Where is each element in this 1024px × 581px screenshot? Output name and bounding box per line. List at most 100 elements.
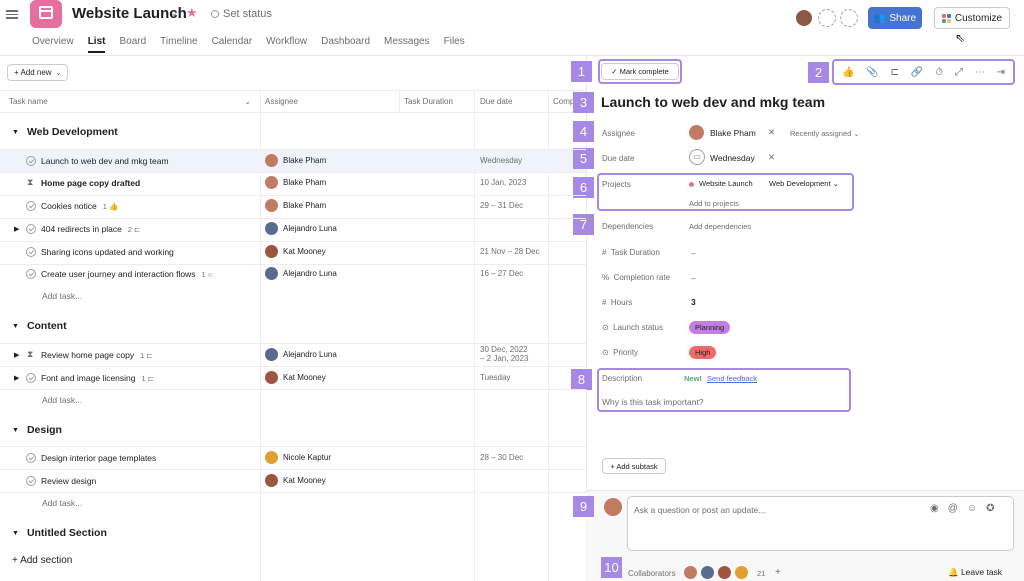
table-row[interactable]: Design interior page templates Nicole Kap…	[0, 446, 586, 469]
task-name[interactable]: Cookies notice 1 👍	[41, 200, 119, 211]
task-name[interactable]: Design interior page templates	[41, 452, 157, 463]
tab-dashboard[interactable]: Dashboard	[321, 36, 371, 47]
star-icon[interactable]: ✪	[986, 503, 995, 514]
recently-assigned-dropdown[interactable]: Recently assigned ⌄	[790, 129, 860, 138]
add-collaborator-icon[interactable]: +	[775, 567, 781, 578]
project-name[interactable]: Website Launch	[699, 179, 753, 188]
table-row[interactable]: ⧗ Home page copy drafted Blake Pham 10 Jan,…	[0, 171, 586, 194]
task-name[interactable]: Review home page copy 1 ⊏	[41, 349, 153, 360]
avatar[interactable]	[735, 566, 748, 579]
collapse-triangle-icon[interactable]: ▼	[12, 529, 19, 537]
link-icon[interactable]: 🔗	[910, 66, 924, 78]
description-input[interactable]: Why is this task important?	[602, 397, 704, 407]
task-name[interactable]: Font and image licensing 1 ⊏	[41, 372, 155, 383]
tab-workflow[interactable]: Workflow	[266, 36, 308, 47]
due-date-cell[interactable]: 10 Jan, 2023	[480, 178, 527, 187]
task-title[interactable]: Launch to web dev and mkg team	[601, 94, 826, 110]
tab-calendar[interactable]: Calendar	[211, 36, 253, 47]
hamburger-menu-icon[interactable]	[6, 8, 18, 20]
chevron-down-icon[interactable]: ⌄	[170, 8, 179, 19]
assignee-cell[interactable]: Nicole Kaptur	[265, 451, 331, 464]
task-name[interactable]: Sharing icons updated and working	[41, 246, 174, 257]
due-date-value[interactable]: Wednesday	[710, 153, 755, 163]
assignee-cell[interactable]: Alejandro Luna	[265, 348, 337, 361]
add-member-icon[interactable]	[818, 9, 836, 27]
hourglass-icon[interactable]: ⧗	[27, 349, 34, 359]
task-name[interactable]: 404 redirects in place 2 ⊏	[41, 223, 141, 234]
avatar[interactable]	[701, 566, 714, 579]
add-section-button[interactable]: + Add section	[12, 555, 73, 566]
due-date-cell[interactable]: 21 Nov – 28 Dec	[480, 247, 540, 256]
complete-check-icon[interactable]	[26, 452, 36, 463]
project-title[interactable]: Website Launch	[72, 5, 187, 22]
send-feedback-link[interactable]: Send feedback	[707, 374, 758, 383]
hourglass-icon[interactable]: ⧗	[27, 177, 34, 187]
section-header[interactable]: ▼ Untitled Section	[12, 527, 107, 539]
collapse-triangle-icon[interactable]: ▼	[12, 322, 19, 330]
add-subtask-button[interactable]: + Add subtask	[602, 458, 666, 474]
set-status-button[interactable]: Set status	[211, 8, 272, 20]
comment-input[interactable]	[627, 496, 1014, 551]
add-task-link[interactable]: Add task...	[42, 395, 83, 405]
assignee-cell[interactable]: Alejandro Luna	[265, 222, 337, 235]
remove-assignee-icon[interactable]: ✕	[768, 127, 776, 137]
section-header[interactable]: ▼ Web Development	[12, 126, 118, 138]
table-row[interactable]: Launch to web dev and mkg team Blake Pham…	[0, 149, 586, 172]
expand-triangle-icon[interactable]: ▶	[14, 351, 20, 359]
add-member-icon[interactable]	[840, 9, 858, 27]
complete-check-icon[interactable]	[26, 155, 36, 166]
avatar[interactable]	[718, 566, 731, 579]
hours-value[interactable]: 3	[691, 297, 696, 307]
table-row[interactable]: ▶ 404 redirects in place 2 ⊏ Alejandro Luna	[0, 217, 586, 240]
record-icon[interactable]: ◉	[930, 503, 939, 514]
assignee-cell[interactable]: Kat Mooney	[265, 371, 326, 384]
close-panel-icon[interactable]: ⇥	[996, 66, 1006, 78]
avatar[interactable]	[795, 9, 813, 27]
column-header-assignee[interactable]: Assignee	[265, 96, 298, 106]
complete-check-icon[interactable]	[26, 475, 36, 486]
mark-complete-button[interactable]: ✓ Mark complete	[601, 63, 679, 80]
launch-status-pill[interactable]: Planning	[689, 321, 731, 334]
leave-task-button[interactable]: 🔔 Leave task	[948, 567, 1003, 577]
star-icon[interactable]: ★	[186, 5, 198, 20]
table-row[interactable]: Sharing icons updated and working Kat Moo…	[0, 240, 586, 263]
assignee-cell[interactable]: Blake Pham	[265, 199, 326, 212]
more-icon[interactable]: ⋯	[974, 66, 985, 78]
expand-icon[interactable]: ⤢	[954, 66, 963, 78]
tab-files[interactable]: Files	[443, 36, 465, 47]
table-row[interactable]: Create user journey and interaction flow…	[0, 262, 586, 285]
table-row[interactable]: Cookies notice 1 👍 Blake Pham 29 – 31 Dec	[0, 194, 586, 217]
priority-pill[interactable]: High	[689, 346, 717, 359]
clear-due-date-icon[interactable]: ✕	[768, 152, 776, 162]
section-header[interactable]: ▼ Design	[12, 424, 62, 436]
assignee-cell[interactable]: Blake Pham	[265, 176, 326, 189]
complete-check-icon[interactable]	[26, 223, 36, 234]
collapse-triangle-icon[interactable]: ▼	[12, 426, 19, 434]
table-row[interactable]: ▶ ⧗ Review home page copy 1 ⊏ Alejandro Luna…	[0, 343, 586, 366]
assignee-value[interactable]: Blake Pham	[710, 128, 756, 138]
due-date-cell[interactable]: 29 – 31 Dec	[480, 201, 524, 210]
mention-icon[interactable]: @	[947, 503, 958, 514]
complete-check-icon[interactable]	[26, 372, 36, 383]
section-header[interactable]: ▼ Content	[12, 320, 67, 332]
add-dependencies-link[interactable]: Add dependencies	[689, 222, 752, 231]
due-date-cell[interactable]: Wednesday	[480, 156, 523, 165]
table-row[interactable]: Review design Kat Mooney	[0, 469, 586, 492]
avatar[interactable]	[684, 566, 697, 579]
complete-check-icon[interactable]	[26, 268, 36, 279]
complete-check-icon[interactable]	[26, 200, 36, 211]
comment-placeholder[interactable]: Ask a question or post an update...	[634, 505, 766, 515]
collapse-triangle-icon[interactable]: ▼	[12, 128, 19, 136]
share-button[interactable]: 👥 Share	[868, 7, 922, 29]
completion-rate-value[interactable]: –	[691, 273, 696, 283]
tab-overview[interactable]: Overview	[32, 36, 74, 47]
timer-icon[interactable]: ⏱	[935, 66, 943, 78]
customize-button[interactable]: Customize	[934, 7, 1010, 29]
add-task-link[interactable]: Add task...	[42, 291, 83, 301]
project-section-dropdown[interactable]: Web Development ⌄	[769, 179, 839, 188]
tab-list[interactable]: List	[87, 36, 106, 53]
task-duration-value[interactable]: –	[691, 248, 696, 258]
expand-triangle-icon[interactable]: ▶	[14, 225, 20, 233]
assignee-cell[interactable]: Alejandro Luna	[265, 267, 337, 280]
expand-triangle-icon[interactable]: ▶	[14, 374, 20, 382]
